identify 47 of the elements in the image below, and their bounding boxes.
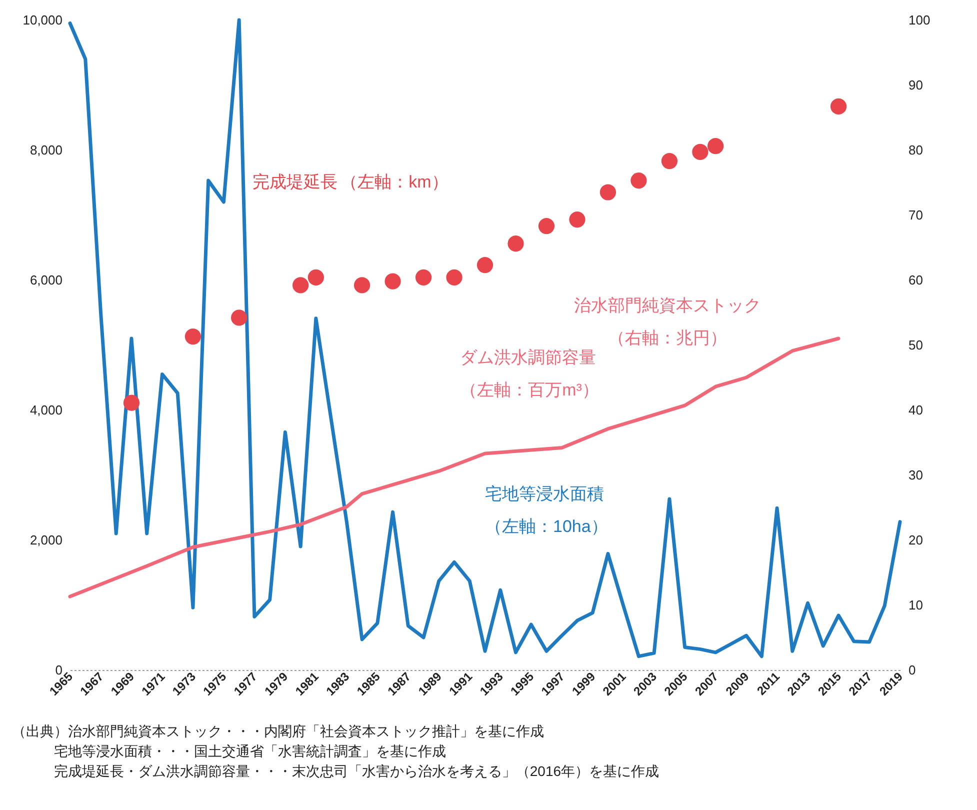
text: 完成堤延長・ダム洪水調節容量・・・末次忠司「水害から治水を考える」（2016年）を基に作成: [54, 763, 660, 779]
y-tick-label: 8,000: [30, 142, 62, 158]
point: [308, 269, 324, 286]
text: 宅地等浸水面積: [485, 484, 604, 504]
y2-tick-label: 100: [908, 12, 930, 28]
y2-tick-label: 30: [908, 468, 923, 482]
y-tick-label: 10,000: [22, 12, 62, 28]
point: [476, 257, 494, 274]
line-series: [68, 18, 902, 658]
point: [692, 144, 708, 160]
point: [661, 153, 678, 170]
y2-tick-label: 10: [908, 598, 923, 612]
annotation: （右軸：兆円）: [608, 328, 728, 348]
point: [600, 184, 616, 200]
annotation: （左軸：百万m³）: [460, 380, 599, 400]
point: [538, 218, 555, 234]
point: [630, 172, 647, 189]
point: [707, 138, 724, 154]
annotation: （左軸：10ha）: [485, 517, 608, 536]
y2-tick-label: 0: [908, 662, 916, 678]
point: [830, 98, 847, 114]
point: [123, 394, 140, 411]
point: [446, 269, 462, 286]
point: [354, 277, 370, 294]
y2-tick-label: 70: [908, 208, 923, 222]
text: （出典）治水部門純資本ストック・・・内閣府「社会資本ストック推計」を基に作成: [12, 723, 544, 739]
y-tick-label: 6,000: [30, 272, 62, 288]
y2-tick-label: 50: [908, 338, 923, 352]
y-tick-label: 2,000: [30, 532, 62, 548]
y-tick-label: 4,000: [30, 402, 62, 418]
y2-tick-label: 80: [908, 142, 923, 158]
point: [569, 212, 586, 228]
point: [292, 277, 309, 294]
point: [384, 273, 401, 290]
text: 宅地等浸水面積・・・国土交通省「水害統計調査」を基に作成: [54, 743, 446, 759]
point: [184, 328, 202, 345]
y2-tick-label: 90: [908, 78, 923, 92]
text: 完成堤延長: [252, 172, 338, 192]
point: [415, 269, 432, 286]
annotation: 治水部門純資本ストック: [574, 296, 762, 315]
y2-tick-label: 40: [908, 402, 923, 418]
text: ダム洪水調節容量: [460, 348, 596, 367]
point: [231, 310, 248, 326]
y2-tick-label: 60: [908, 272, 923, 288]
annotation: （左軸：km）: [340, 172, 448, 192]
y2-tick-label: 20: [908, 532, 923, 548]
point: [508, 236, 524, 252]
